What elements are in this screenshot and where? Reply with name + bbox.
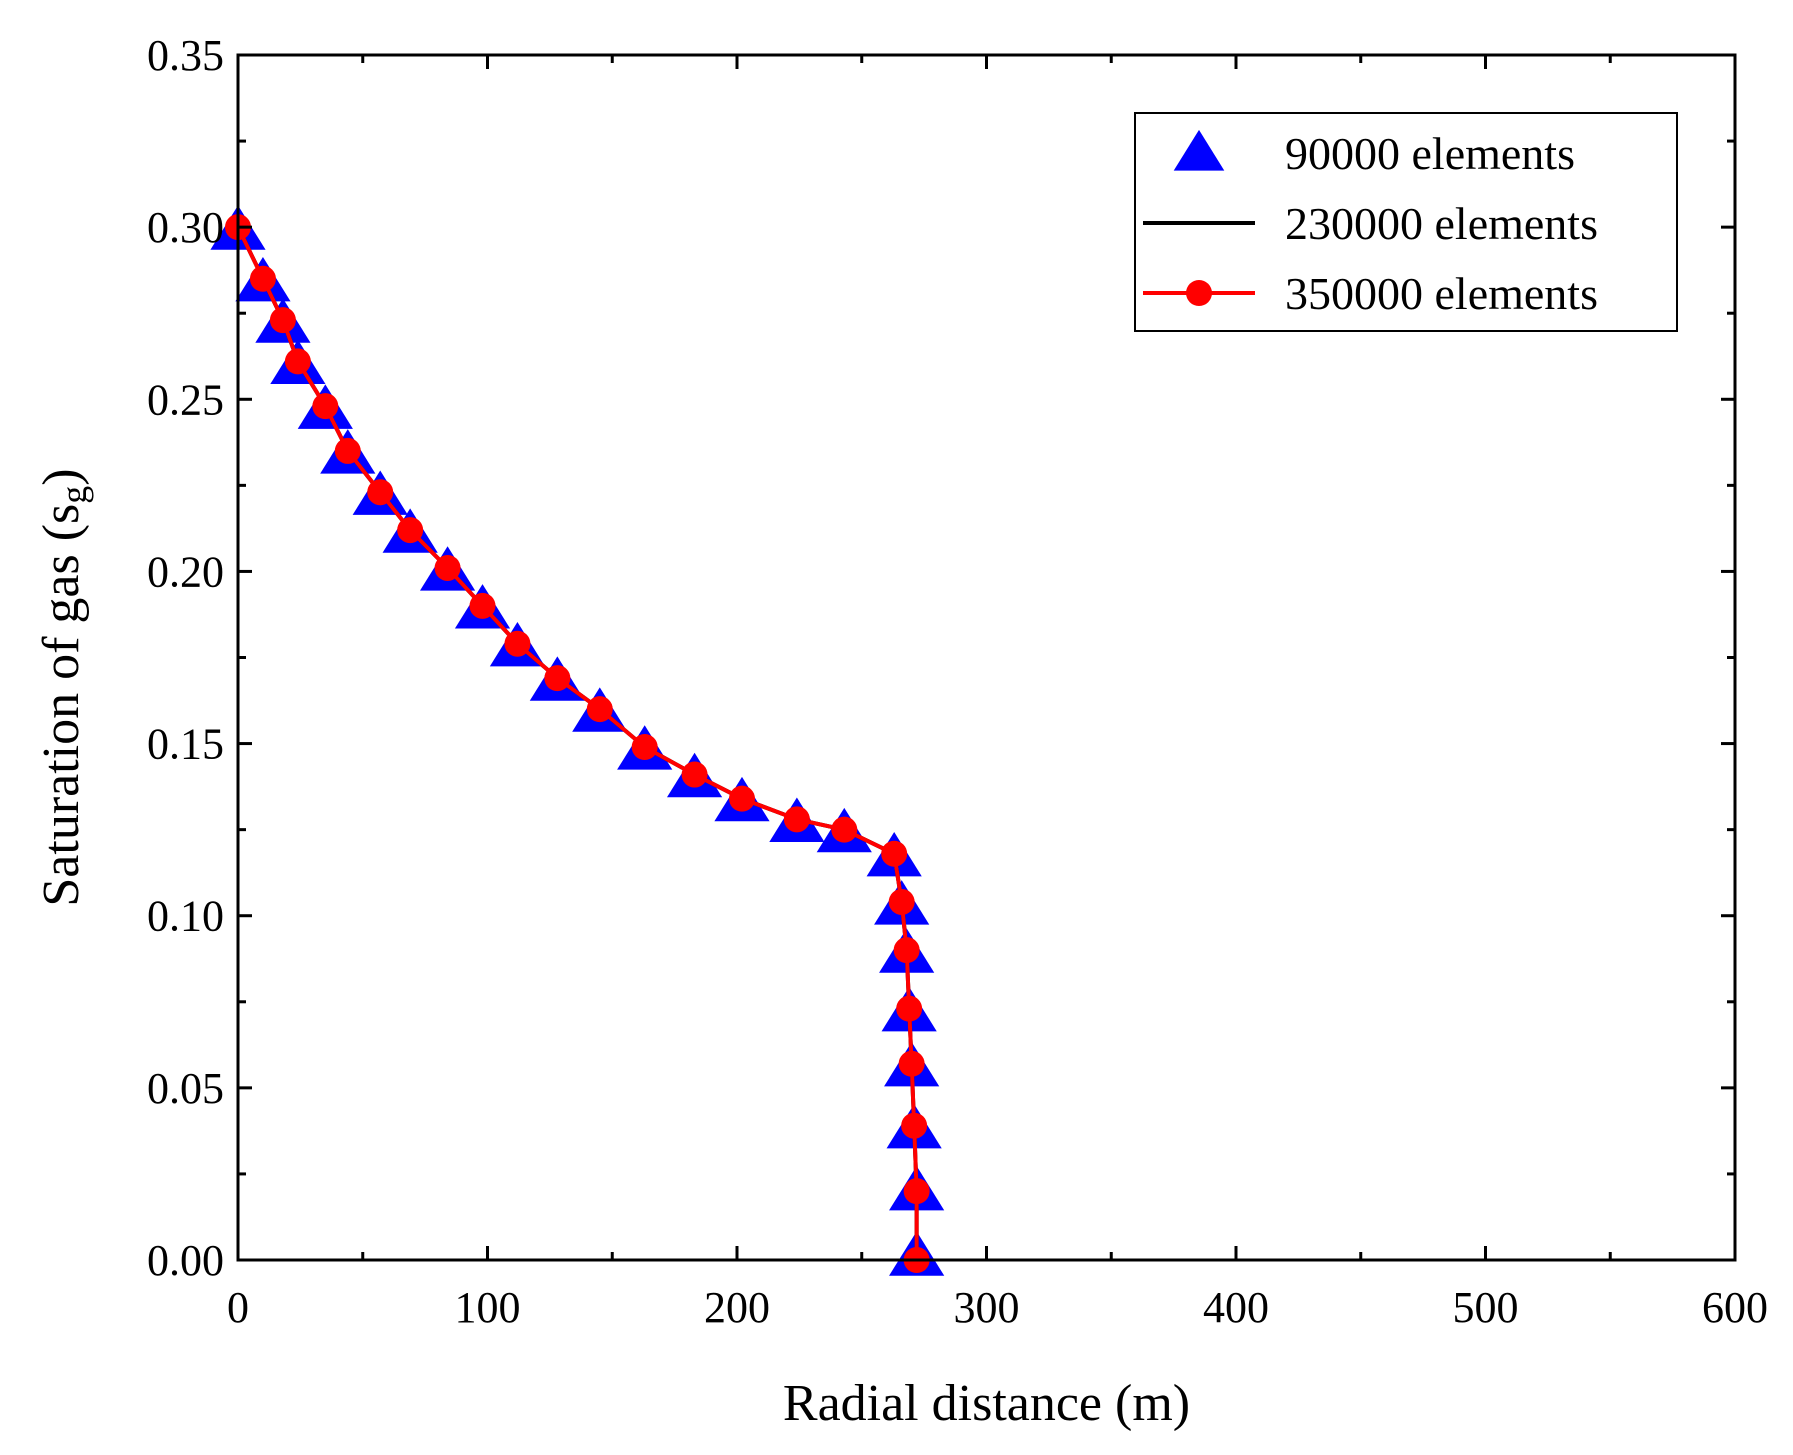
data-point-circle: [896, 995, 923, 1022]
x-tick-label: 600: [1702, 1283, 1768, 1332]
series-line: [236, 226, 919, 1260]
data-point-circle: [728, 785, 755, 812]
y-tick-label: 0.10: [147, 892, 224, 941]
legend-label: 90000 elements: [1285, 128, 1575, 179]
data-point-circle: [434, 554, 461, 581]
legend-circle-swatch: [1186, 280, 1212, 306]
legend-item-3: 350000 elements: [1143, 268, 1598, 319]
data-point-circle: [544, 665, 571, 692]
data-point-circle: [334, 437, 361, 464]
data-point-circle: [903, 1178, 930, 1205]
y-tick-label: 0.25: [147, 375, 224, 424]
x-tick-label: 200: [704, 1283, 770, 1332]
data-point-circle: [901, 1112, 928, 1139]
data-point-circle: [898, 1050, 925, 1077]
legend-triangle-swatch: [1173, 129, 1225, 171]
y-axis-title: Saturation of gas (sg): [33, 468, 94, 906]
data-point-circle: [284, 348, 311, 375]
x-tick-label: 400: [1203, 1283, 1269, 1332]
series-2: [236, 226, 919, 1260]
plot-area: [210, 205, 945, 1276]
x-tick-label: 300: [954, 1283, 1020, 1332]
data-point-circle: [249, 265, 276, 292]
x-tick-label: 0: [227, 1283, 249, 1332]
data-point-circle: [586, 696, 613, 723]
y-tick-label: 0.35: [147, 31, 224, 80]
legend-label: 230000 elements: [1285, 198, 1598, 249]
y-axis-title-main: Saturation of gas (s: [33, 504, 90, 907]
data-point-circle: [831, 816, 858, 843]
data-point-circle: [504, 630, 531, 657]
data-point-circle: [681, 761, 708, 788]
legend-item-1: 90000 elements: [1173, 128, 1575, 179]
y-tick-label: 0.05: [147, 1064, 224, 1113]
x-tick-label: 500: [1453, 1283, 1519, 1332]
y-axis-title-close: ): [33, 468, 90, 485]
data-point-circle: [397, 517, 424, 544]
data-point-circle: [312, 393, 339, 420]
data-point-circle: [881, 840, 908, 867]
data-point-circle: [888, 888, 915, 915]
y-tick-label: 0.00: [147, 1236, 224, 1285]
y-tick-label: 0.30: [147, 203, 224, 252]
plot-frame: [236, 53, 1737, 1262]
x-axis-title: Radial distance (m): [783, 1375, 1190, 1432]
y-tick-label: 0.20: [147, 547, 224, 596]
series-1: [210, 205, 945, 1276]
series-line: [236, 226, 919, 1260]
legend-label: 350000 elements: [1285, 268, 1598, 319]
y-tick-label: 0.15: [147, 720, 224, 769]
data-point-circle: [631, 734, 658, 761]
data-point-circle: [783, 806, 810, 833]
series-3: [225, 214, 930, 1273]
data-point-circle: [893, 937, 920, 964]
data-point-circle: [469, 592, 496, 619]
data-point-circle: [367, 479, 394, 506]
legend: 90000 elements 230000 elements 350000 elem…: [1134, 112, 1678, 332]
y-axis-title-subscript: g: [54, 486, 94, 504]
axis-ticks: 0 100 200 300 400 500 600 0.00 0.05 0.10 0.15 0.20 0…: [147, 31, 1768, 1332]
legend-item-2: 230000 elements: [1143, 198, 1598, 249]
data-point-circle: [269, 307, 296, 334]
x-tick-label: 100: [455, 1283, 521, 1332]
